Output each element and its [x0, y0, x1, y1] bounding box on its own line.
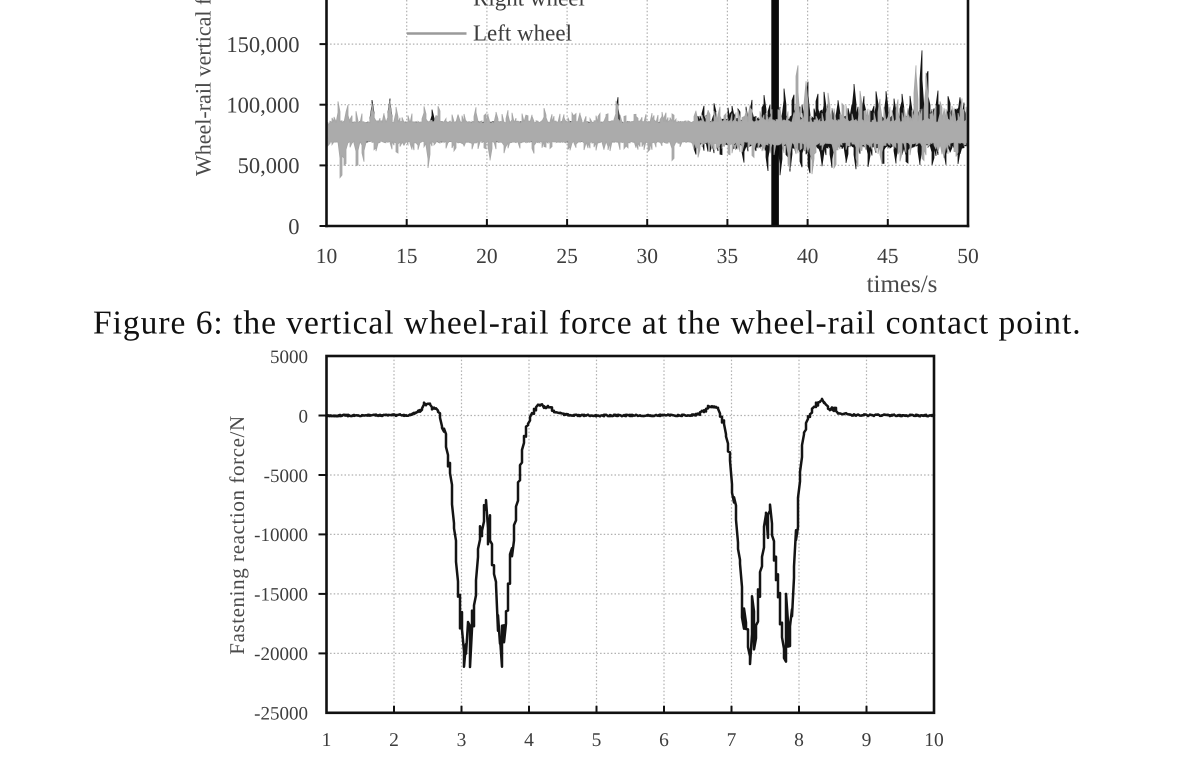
svg-text:5000: 5000	[270, 347, 308, 368]
svg-text:times/s: times/s	[867, 271, 938, 298]
svg-text:Fastening reaction force/N: Fastening reaction force/N	[225, 415, 249, 655]
svg-text:-20000: -20000	[254, 644, 308, 665]
svg-text:-25000: -25000	[254, 704, 308, 725]
svg-text:10: 10	[316, 244, 338, 268]
svg-text:30: 30	[636, 244, 658, 268]
svg-text:7: 7	[727, 730, 737, 751]
svg-text:Figure 6: the vertical wheel-r: Figure 6: the vertical wheel-rail force …	[93, 305, 1082, 342]
svg-text:Right wheel: Right wheel	[473, 0, 585, 11]
svg-text:-15000: -15000	[254, 585, 308, 606]
svg-text:25: 25	[556, 244, 578, 268]
svg-text:Wheel-rail vertical force/N: Wheel-rail vertical force/N	[191, 0, 216, 176]
svg-text:-5000: -5000	[264, 466, 308, 487]
svg-text:8: 8	[794, 730, 804, 751]
svg-text:100,000: 100,000	[226, 93, 299, 118]
svg-text:45: 45	[877, 244, 899, 268]
svg-text:3: 3	[457, 730, 467, 751]
svg-text:0: 0	[288, 214, 299, 239]
svg-text:6: 6	[659, 730, 669, 751]
svg-text:50: 50	[957, 244, 979, 268]
svg-text:150,000: 150,000	[226, 32, 299, 57]
svg-text:1: 1	[322, 730, 332, 751]
svg-text:4: 4	[524, 730, 534, 751]
svg-text:2: 2	[389, 730, 399, 751]
svg-text:10: 10	[924, 730, 944, 751]
svg-text:0: 0	[299, 406, 309, 427]
svg-text:9: 9	[862, 730, 872, 751]
svg-text:40: 40	[797, 244, 819, 268]
svg-text:15: 15	[396, 244, 418, 268]
svg-text:-10000: -10000	[254, 525, 308, 546]
svg-text:50,000: 50,000	[238, 153, 300, 178]
svg-text:5: 5	[592, 730, 602, 751]
svg-text:35: 35	[717, 244, 739, 268]
svg-text:Left wheel: Left wheel	[473, 21, 572, 46]
svg-text:20: 20	[476, 244, 498, 268]
